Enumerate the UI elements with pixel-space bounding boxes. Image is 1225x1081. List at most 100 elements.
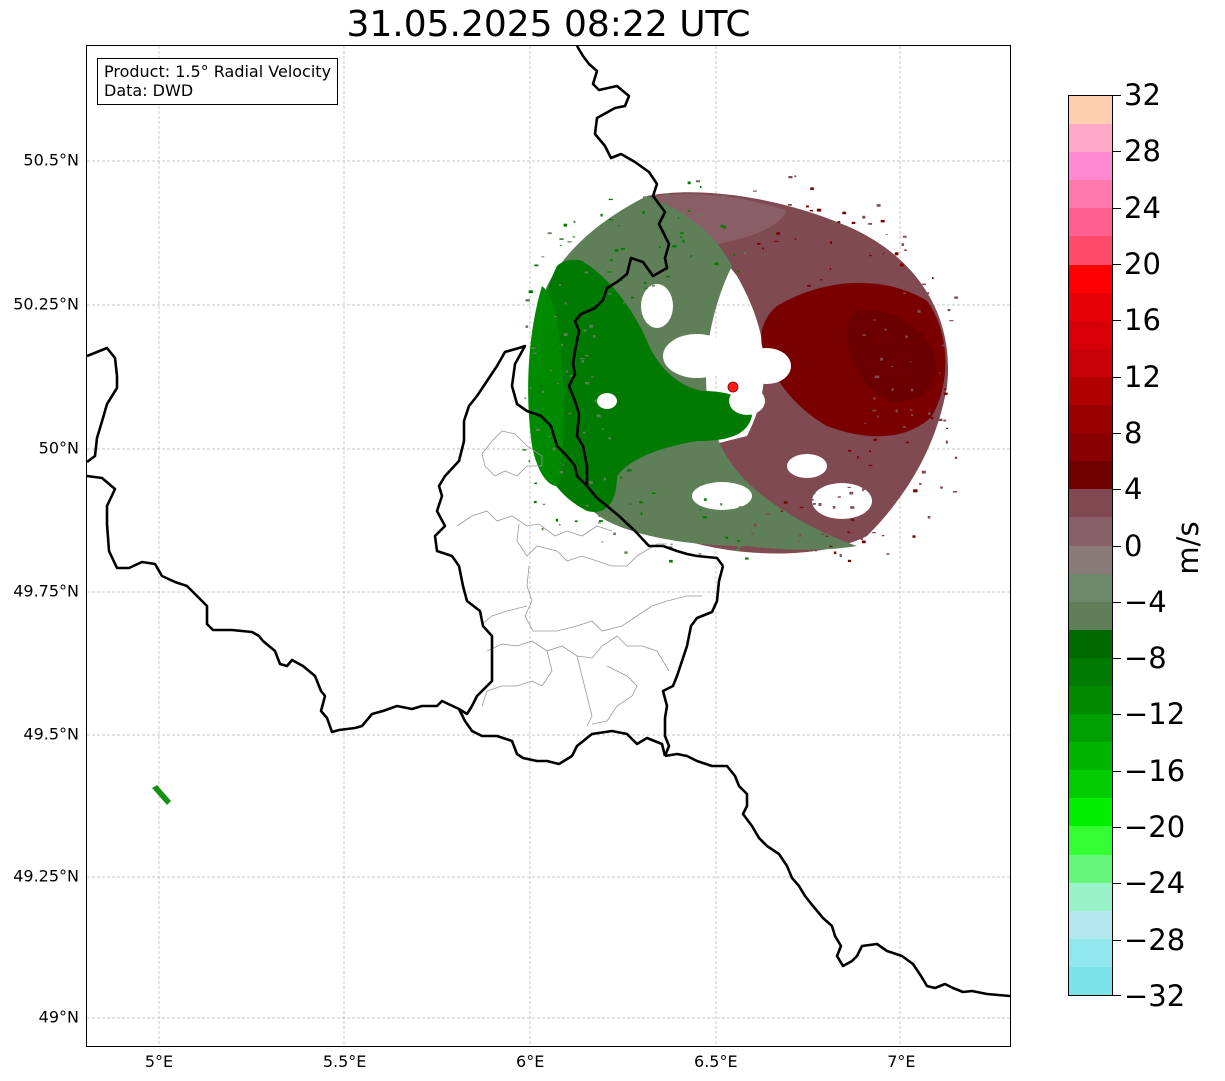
radar-map[interactable] [87,46,1010,1046]
radar-pixel [559,284,562,286]
radar-pixel [864,422,867,424]
product-label: Product: 1.5° Radial Velocity [104,62,332,81]
radar-pixel [548,435,551,438]
radar-pixel [538,384,543,388]
radar-site-marker[interactable] [727,381,739,393]
map-panel[interactable] [86,45,1011,1047]
radar-pixel [902,426,907,428]
radar-pixel [847,559,852,562]
radar-pixel [869,450,871,453]
radar-pixel [949,320,954,322]
radar-pixel [627,469,632,472]
radar-pixel [581,360,584,363]
radar-pixel [733,253,736,256]
radar-pixel [588,481,593,484]
radar-pixel [580,296,585,298]
colorbar-tick-label: −16 [1124,753,1186,788]
radar-pixel [788,504,791,507]
radar-pixel [762,247,764,250]
lat-tick-label: 49.5°N [23,724,79,744]
colorbar-band [1069,96,1112,125]
radar-pixel [873,497,879,499]
gridlines [87,46,1010,1046]
radar-pixel [720,224,723,228]
radar-pixel [682,239,685,243]
radar-pixel [737,545,741,548]
radar-pixel [736,548,740,552]
radar-pixel [944,388,947,391]
radar-pixel [562,464,565,466]
colorbar-tick-label: 32 [1124,78,1161,112]
radar-pixel [882,253,885,255]
radar-pixel [775,503,780,506]
radar-pixel [753,523,757,527]
radar-pixel [872,277,874,279]
radar-pixel [702,516,707,519]
colorbar-band [1069,208,1112,237]
radar-pixel [825,535,829,537]
radar-pixel [922,283,926,285]
radar-pixel [954,296,958,299]
colorbar-band [1069,264,1112,293]
radar-pixel [609,314,612,318]
radar-pixel [565,273,569,276]
no-echo-gaps [597,284,872,519]
radar-pixel [850,518,855,521]
radar-pixel [864,323,869,326]
radar-pixel [583,329,587,332]
radar-pixel [591,376,594,378]
radar-pixel [877,415,879,418]
radar-pixel [649,221,653,223]
radar-pixel [664,504,670,508]
colorbar-tick-label: 24 [1124,190,1161,225]
colorbar-band [1069,826,1112,855]
colorbar-band [1069,882,1112,911]
radar-pixel [914,433,919,436]
radar-pixel [799,506,804,508]
radar-pixel [603,477,606,481]
radar-pixel [737,270,740,273]
radar-pixel [812,245,816,249]
radar-pixel [541,528,544,531]
radar-pixel [897,466,900,470]
colorbar-band [1069,461,1112,490]
radar-pixel [585,504,589,507]
radar-pixel [618,225,620,227]
radar-pixel [702,234,707,237]
radar-pixel [559,245,562,247]
colorbar-tick-mark [1113,995,1121,996]
radar-pixel [879,340,882,342]
lon-tick-label: 6°E [516,1052,545,1071]
colorbar-tick-label: 20 [1124,246,1161,281]
colorbar-tick-label: 8 [1124,415,1143,450]
radar-pixel [585,382,590,385]
colorbar-band [1069,966,1112,995]
radar-pixel [720,503,723,506]
radar-pixel [797,540,800,543]
radar-pixel [541,256,545,258]
radar-pixel [627,245,632,248]
colorbar-band [1069,152,1112,181]
radar-pixel [609,219,613,221]
radar-pixel [584,354,589,357]
radar-pixel [843,523,846,526]
radar-pixel [938,372,941,374]
radar-pixel [927,516,931,519]
map-title: 31.05.2025 08:22 UTC [346,4,751,45]
radar-pixel [695,180,700,183]
radar-pixel [697,270,700,273]
radar-pixel [644,287,648,289]
radar-pixel [810,187,814,190]
radar-pixel [588,281,592,285]
radar-pixel [572,236,576,238]
radar-pixel [910,388,914,392]
radar-pixel [553,316,557,318]
radar-pixel [722,225,726,229]
radar-pixel [699,509,702,511]
radar-pixel [610,259,613,262]
radar-pixel [542,451,545,454]
radar-pixel [669,559,673,563]
radar-pixel [876,340,881,344]
radar-pixel [829,545,833,547]
radar-pixel [600,213,603,217]
